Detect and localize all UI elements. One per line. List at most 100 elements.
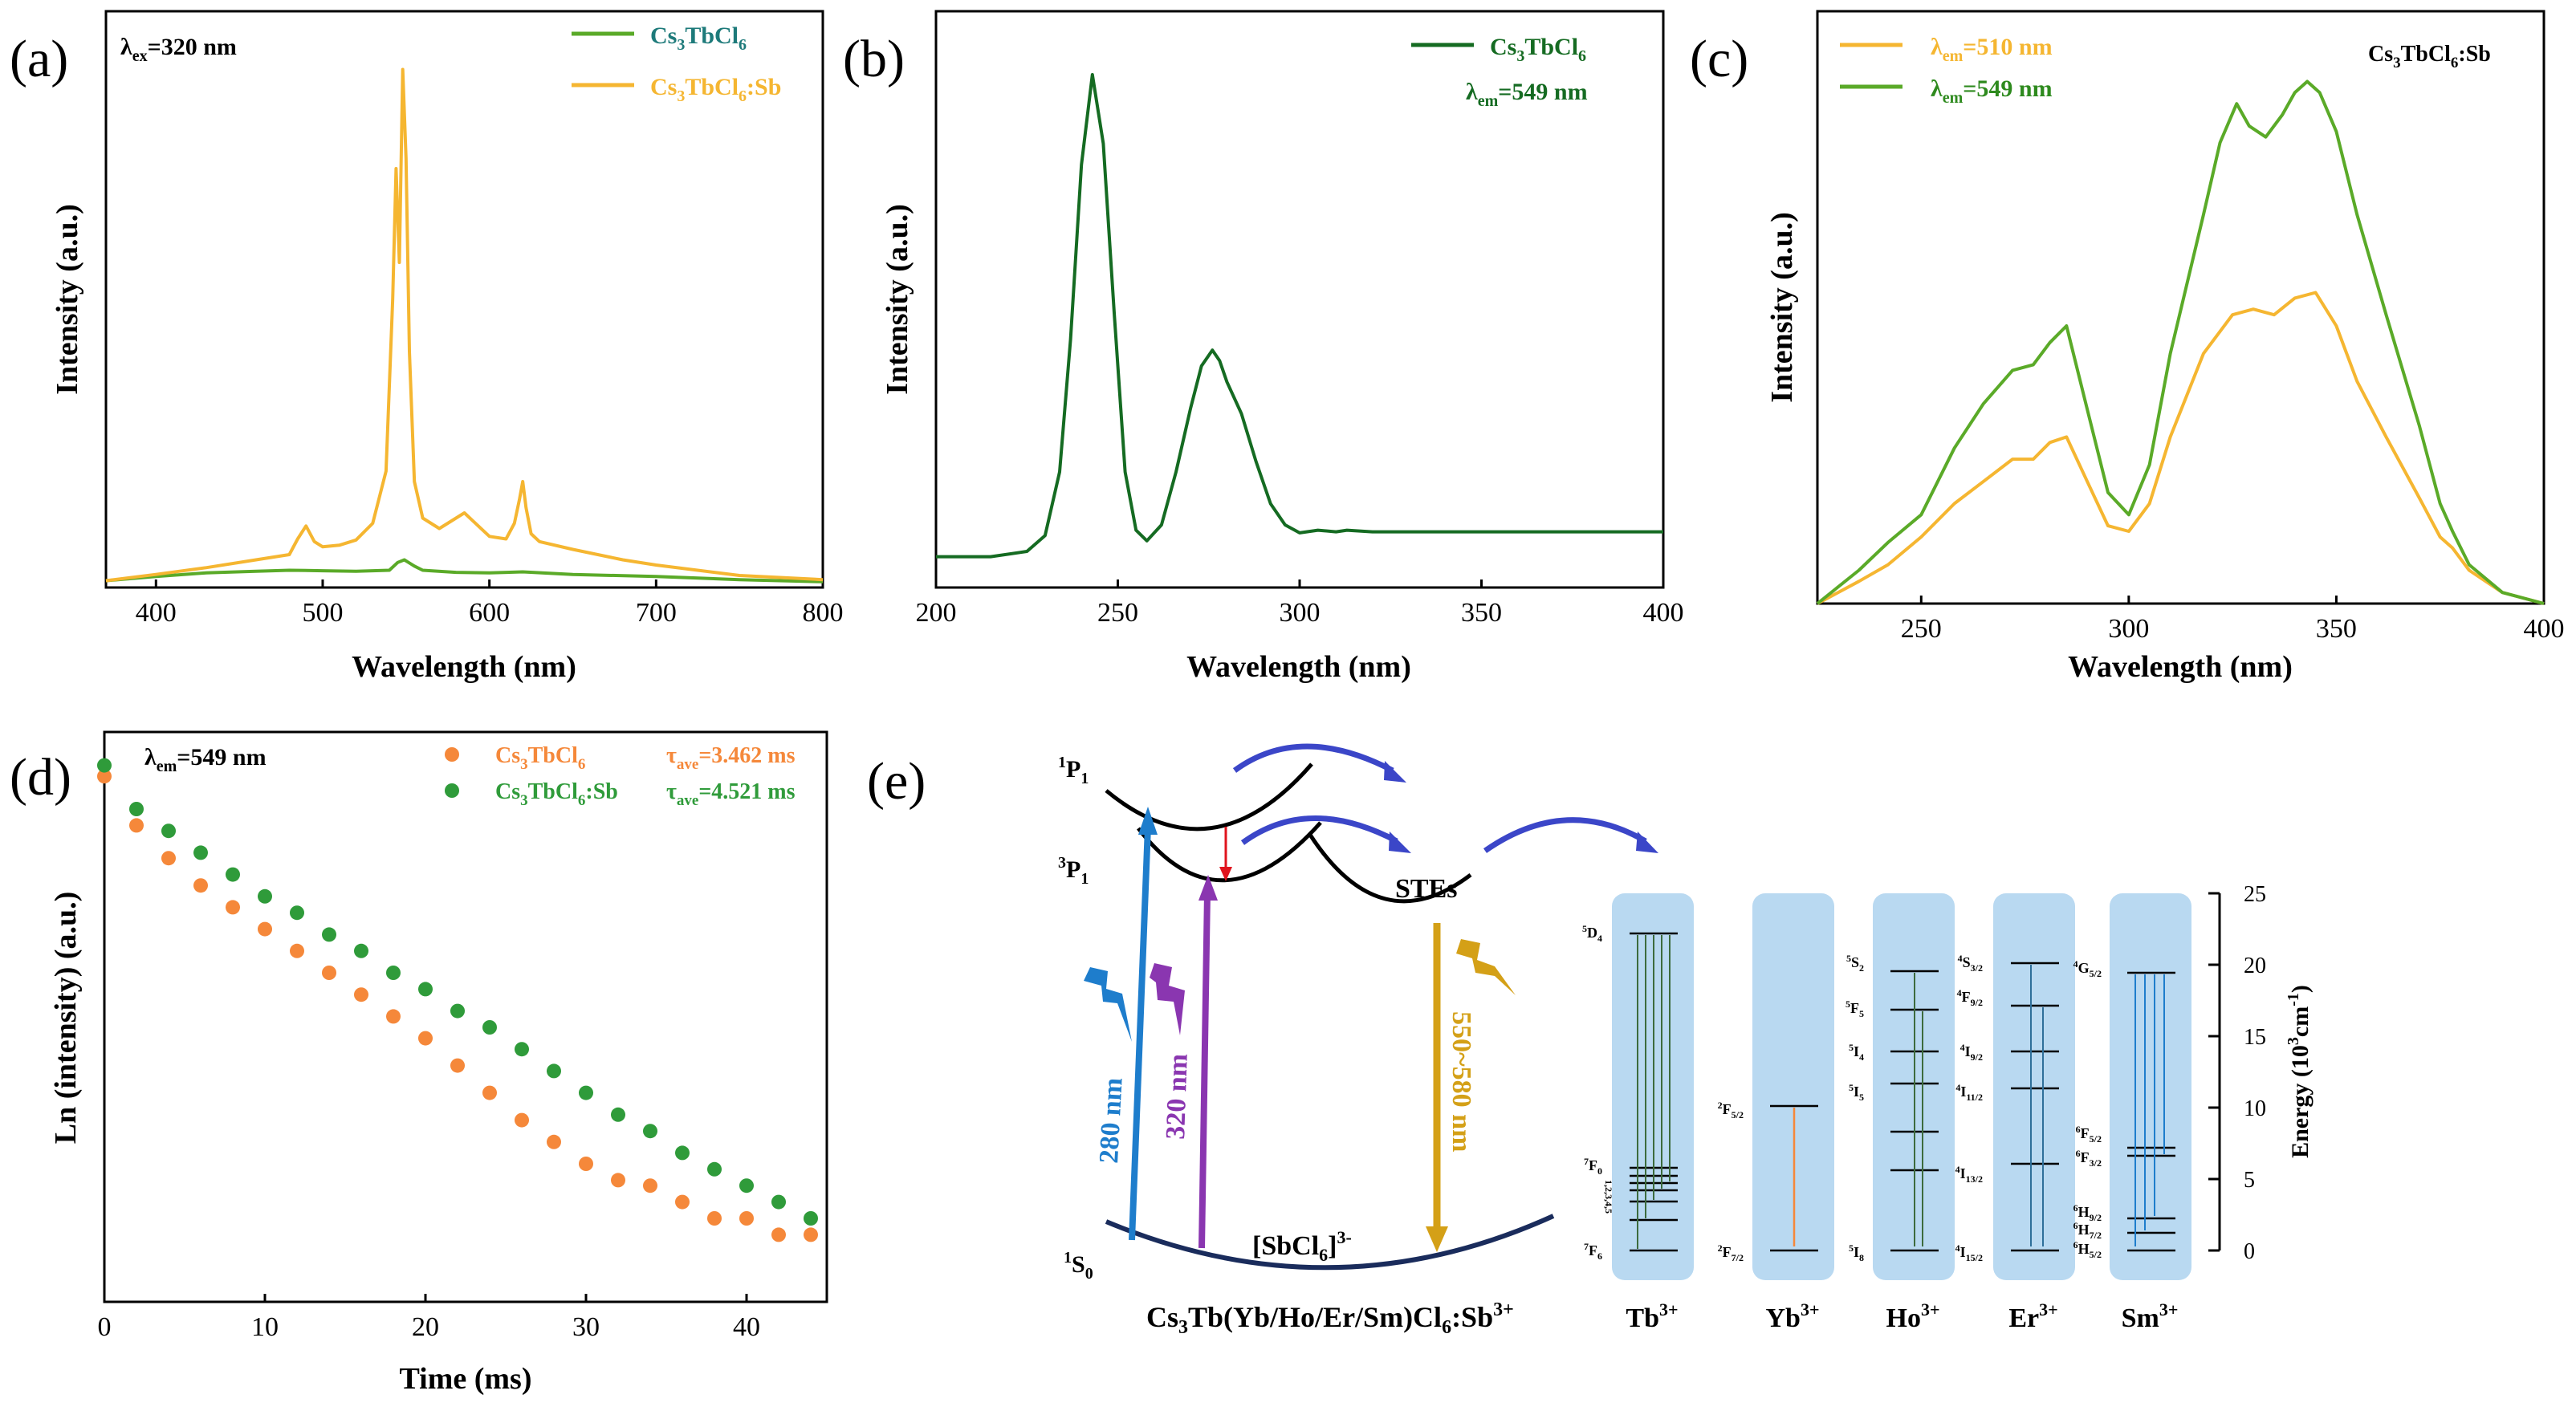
er-levels [2011, 962, 2059, 1252]
series-line-b-0 [936, 73, 1663, 559]
scatter-point-d-1-13 [515, 1042, 529, 1057]
scatter-point-d-0-1 [129, 818, 144, 833]
scatter-point-d-0-4 [226, 900, 240, 915]
scatter-point-d-1-6 [290, 905, 304, 921]
scatter-point-d-0-22 [804, 1227, 818, 1242]
transfer-arrow-3 [1483, 817, 1647, 853]
scatter-point-d-0-7 [322, 966, 336, 980]
xtick-label-a-2: 600 [469, 598, 510, 628]
xtick-label-c-1: 300 [2108, 614, 2149, 644]
er-transitions [2030, 965, 2044, 1246]
tb-label-5D4: 5D4 [1582, 923, 1602, 944]
xtick-label-a-3: 700 [636, 598, 677, 628]
scatter-point-d-0-13 [515, 1112, 529, 1128]
ion-label-tb: Tb3+ [1626, 1299, 1678, 1333]
scatter-point-d-1-16 [611, 1107, 625, 1122]
ion-box-yb [1752, 893, 1834, 1280]
xtick-label-d-3: 30 [572, 1312, 600, 1342]
lightning-icon-emission [1456, 939, 1516, 995]
scatter-point-d-0-10 [418, 1031, 433, 1046]
xtick-label-a-0: 400 [136, 598, 177, 628]
xtick-label-d-1: 10 [251, 1312, 279, 1342]
ylabel-a: Intensity (a.u.) [51, 204, 84, 395]
legend-b-label: Cs3TbCl6 [1490, 34, 1586, 65]
tb-label-7F0: 7F0 [1584, 1156, 1602, 1177]
label-320nm: 320 nm [1161, 1053, 1194, 1140]
scatter-point-d-0-20 [739, 1211, 754, 1226]
energy-tick-label-3: 15 [2244, 1025, 2266, 1050]
scatter-point-d-1-8 [354, 943, 368, 958]
corner-label-c: Cs3TbCl6:Sb [2368, 42, 2491, 71]
scatter-point-d-1-9 [386, 966, 401, 980]
scatter-point-d-0-14 [547, 1134, 561, 1149]
scatter-point-d-1-22 [804, 1211, 818, 1226]
curve-1S0 [1105, 1214, 1555, 1271]
curve-1P1 [1105, 762, 1313, 832]
energy-tick-label-0: 0 [2244, 1239, 2255, 1264]
scatter-point-d-1-0 [97, 758, 112, 773]
scatter-point-d-0-21 [771, 1227, 786, 1242]
yb-label-top: 2F5/2 [1718, 1100, 1744, 1120]
series-line-a-0 [105, 558, 824, 584]
scatter-point-d-1-15 [579, 1085, 593, 1100]
legend-d-marker-2 [445, 783, 459, 798]
er-label-4S32: 4S3/2 [1958, 953, 1983, 974]
panel-letter-b: (b) [843, 30, 905, 88]
scatter-point-d-1-17 [643, 1124, 657, 1139]
annotation-lambda-em-d: λem=549 nm [144, 744, 267, 775]
series-line-c-1 [1816, 79, 2545, 605]
plot-frame-c [1816, 10, 2545, 605]
xlabel-d: Time (ms) [400, 1362, 532, 1396]
scatter-point-d-0-15 [579, 1157, 593, 1171]
transfer-arrow-2 [1240, 815, 1398, 845]
legend-c-label-1: λem=510 nm [1931, 34, 2053, 65]
er-label-4I92: 4I9/2 [1960, 1042, 1983, 1063]
tb-label-7F-sub: 1,2,3,4,5 [1603, 1180, 1614, 1214]
label-emission: 550~580 nm [1447, 1011, 1476, 1152]
curve-3P1 [1137, 821, 1322, 883]
scatter-point-d-1-21 [771, 1194, 786, 1210]
label-STEs: STEs [1395, 874, 1458, 904]
xtick-label-a-4: 800 [803, 598, 844, 628]
ho-label-5I5: 5I5 [1849, 1082, 1864, 1103]
scatter-point-d-1-7 [322, 927, 336, 942]
scatter-point-d-0-9 [386, 1009, 401, 1024]
scatter-point-d-0-18 [675, 1194, 690, 1210]
label-3P1: 3P1 [1058, 854, 1089, 888]
scatter-point-d-0-12 [482, 1085, 497, 1100]
ylabel-b: Intensity (a.u.) [881, 204, 914, 395]
er-label-4I112: 4I11/2 [1955, 1082, 1983, 1103]
er-label-4F92: 4F9/2 [1957, 987, 1983, 1008]
legend-c-label-2: λem=549 nm [1931, 75, 2053, 107]
scatter-point-d-1-18 [675, 1145, 690, 1161]
arrow-320nm [1198, 892, 1211, 1249]
ho-label-5S2: 5S2 [1846, 953, 1864, 974]
ion-label-ho: Ho3+ [1886, 1299, 1940, 1333]
ylabel-d: Ln (intensity) (a.u.) [49, 892, 83, 1145]
scatter-point-d-0-11 [450, 1058, 465, 1073]
sm-label-4G52: 4G5/2 [2073, 958, 2102, 979]
panel-letter-d: (d) [10, 748, 71, 807]
compound-label: Cs3Tb(Yb/Ho/Er/Sm)Cl6:Sb3+ [1146, 1299, 1514, 1338]
lightning-icon-320 [1150, 963, 1185, 1035]
scatter-point-d-1-4 [226, 867, 240, 882]
ion-box-sm [2110, 893, 2191, 1280]
ion-label-yb: Yb3+ [1765, 1299, 1819, 1333]
sm-label-6H72: 6H7/2 [2073, 1220, 2102, 1241]
plot-d: 0 10 20 30 40 [97, 758, 818, 1342]
xtick-label-b-3: 350 [1461, 598, 1502, 628]
sm-label-6H52: 6H5/2 [2073, 1239, 2102, 1260]
arrow-emission-head [1426, 1226, 1448, 1252]
scatter-point-d-0-16 [611, 1173, 625, 1188]
legend-a-label-1: Cs3TbCl6 [650, 22, 747, 54]
xtick-label-b-1: 250 [1097, 598, 1138, 628]
scatter-point-d-0-3 [193, 878, 208, 893]
scatter-point-d-1-19 [707, 1161, 722, 1177]
ho-label-5F5: 5F5 [1846, 998, 1864, 1019]
panel-letter-e: (e) [867, 752, 926, 811]
scatter-point-d-1-2 [161, 823, 176, 839]
label-1P1: 1P1 [1058, 754, 1089, 787]
panel-letter-a: (a) [10, 30, 68, 88]
legend-a-label-2: Cs3TbCl6:Sb [650, 74, 781, 105]
